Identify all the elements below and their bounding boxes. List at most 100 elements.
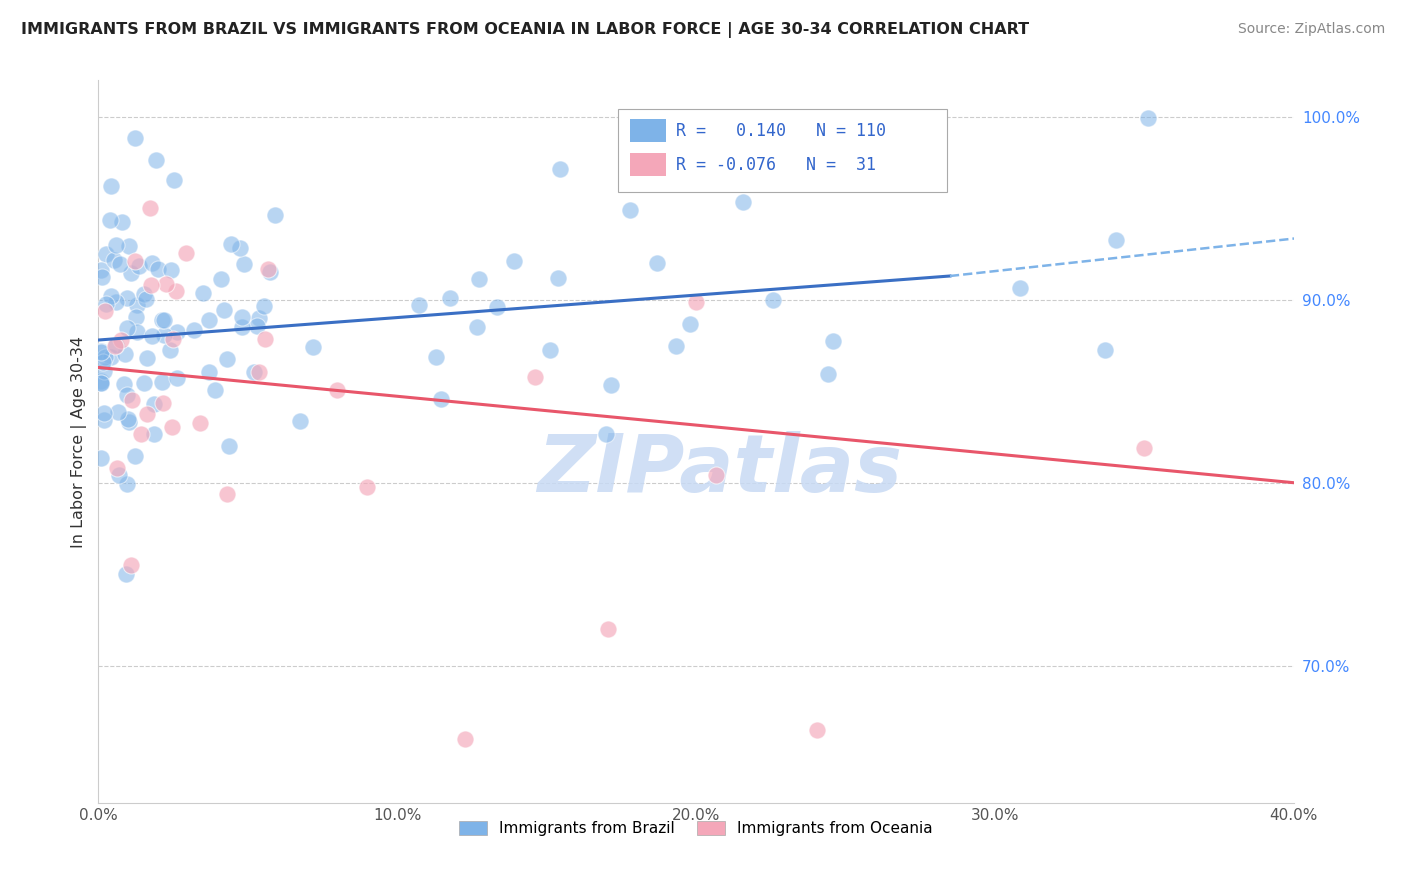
Point: [90, 376, 112, 390]
Point: [215, 486, 238, 500]
Point: [165, 284, 187, 298]
Point: [326, 383, 349, 397]
Point: [115, 291, 138, 305]
Point: [142, 397, 165, 411]
Point: [665, 339, 688, 353]
Point: [118, 415, 141, 429]
Point: [139, 201, 162, 215]
Point: [160, 262, 183, 277]
Point: [90, 263, 112, 277]
Point: [217, 351, 239, 366]
Point: [247, 310, 270, 325]
Point: [90, 376, 112, 390]
Point: [685, 294, 707, 309]
Point: [197, 365, 219, 379]
Point: [135, 407, 157, 421]
Point: [117, 411, 139, 425]
Point: [105, 238, 128, 252]
Point: [129, 427, 152, 442]
Point: [132, 376, 155, 391]
Point: [121, 393, 143, 408]
Point: [98, 212, 121, 227]
Point: [107, 405, 129, 419]
Point: [104, 338, 127, 352]
Point: [141, 255, 163, 269]
Text: ZIPatlas: ZIPatlas: [537, 432, 903, 509]
Point: [94, 304, 117, 318]
Point: [1133, 441, 1156, 455]
Point: [430, 392, 453, 406]
Point: [108, 257, 131, 271]
Y-axis label: In Labor Force | Age 30-34: In Labor Force | Age 30-34: [72, 335, 87, 548]
Point: [204, 383, 226, 397]
Point: [600, 377, 623, 392]
Point: [1136, 112, 1159, 126]
Legend: Immigrants from Brazil, Immigrants from Oceania: Immigrants from Brazil, Immigrants from …: [453, 814, 939, 842]
Point: [93, 413, 115, 427]
Point: [254, 332, 277, 346]
Point: [228, 241, 250, 255]
Point: [125, 325, 148, 339]
Point: [159, 343, 181, 358]
Point: [93, 351, 115, 365]
Point: [598, 622, 620, 636]
Point: [103, 339, 125, 353]
Point: [155, 277, 177, 291]
Point: [817, 367, 839, 381]
Point: [90, 270, 112, 285]
Point: [96, 297, 118, 311]
Point: [110, 333, 132, 347]
Point: [124, 450, 146, 464]
Point: [153, 313, 176, 327]
Point: [112, 377, 135, 392]
Point: [132, 287, 155, 301]
Point: [183, 323, 205, 337]
Point: [114, 347, 136, 361]
Point: [619, 203, 641, 218]
Point: [166, 325, 188, 339]
Point: [90, 345, 112, 359]
Point: [356, 480, 378, 494]
Point: [259, 264, 281, 278]
Point: [94, 246, 117, 260]
Point: [439, 291, 461, 305]
Point: [233, 257, 256, 271]
Point: [148, 262, 170, 277]
Point: [219, 236, 242, 251]
Point: [103, 253, 125, 268]
Point: [120, 266, 142, 280]
Point: [114, 567, 136, 582]
Point: [209, 272, 232, 286]
Point: [264, 208, 287, 222]
Point: [125, 297, 148, 311]
Text: R =   0.140   N = 110: R = 0.140 N = 110: [676, 122, 886, 140]
Bar: [630, 120, 666, 143]
Point: [247, 365, 270, 379]
Point: [538, 343, 561, 357]
Point: [467, 320, 489, 334]
Bar: [630, 153, 666, 177]
Point: [645, 255, 668, 269]
Point: [90, 343, 112, 358]
Point: [486, 300, 509, 314]
Point: [174, 245, 197, 260]
Point: [124, 253, 146, 268]
Point: [1010, 281, 1032, 295]
Point: [143, 426, 166, 441]
Point: [152, 327, 174, 342]
Point: [256, 261, 278, 276]
Point: [231, 310, 253, 324]
Point: [135, 292, 157, 306]
Point: [731, 194, 754, 209]
Point: [1105, 233, 1128, 247]
Point: [152, 395, 174, 409]
Point: [166, 370, 188, 384]
Point: [288, 414, 311, 428]
Point: [468, 272, 491, 286]
Point: [214, 303, 236, 318]
Point: [162, 173, 184, 187]
Point: [150, 313, 173, 327]
Point: [243, 365, 266, 379]
Point: [231, 319, 253, 334]
Point: [821, 334, 844, 349]
